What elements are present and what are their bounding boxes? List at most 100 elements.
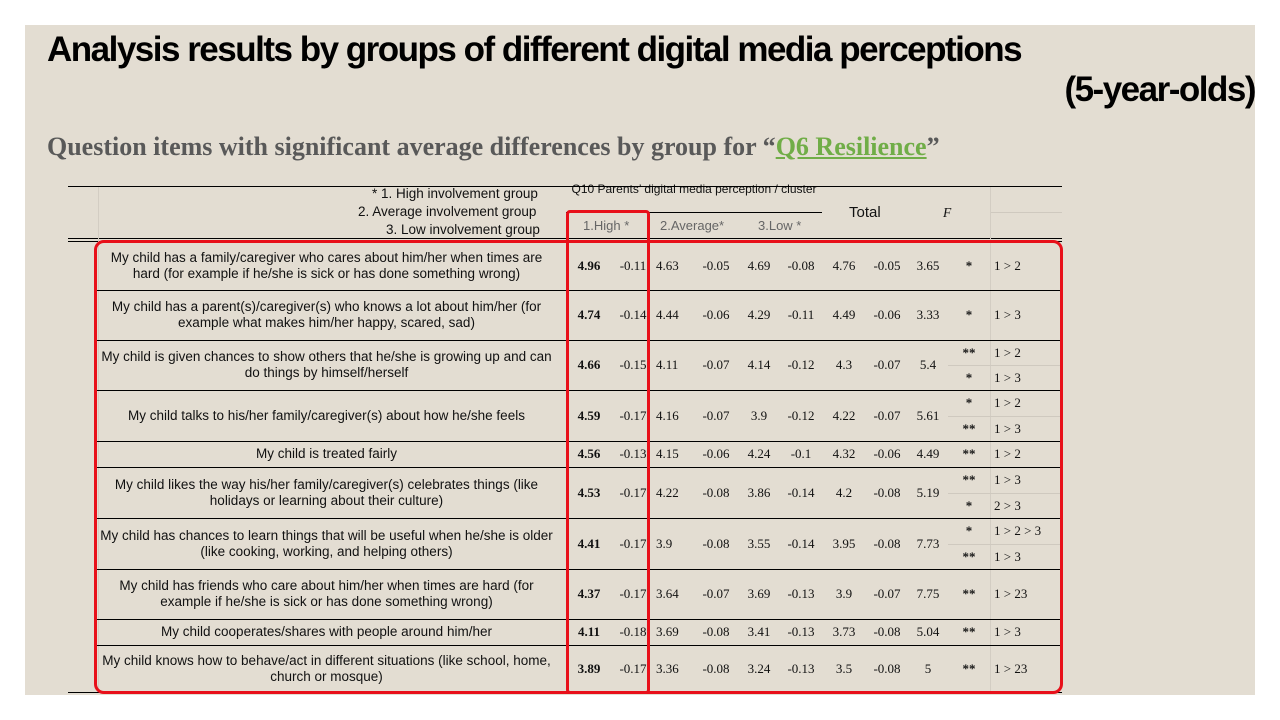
cell-total: 3.95 xyxy=(832,535,856,551)
posthoc-comparison: 1 > 3 xyxy=(994,472,1021,487)
q6-resilience-link[interactable]: Q6 Resilience xyxy=(775,132,927,161)
cell-avg: 4.22 xyxy=(656,484,679,500)
cell-low-z: -0.12 xyxy=(787,407,815,423)
cell-total-z: -0.08 xyxy=(873,624,901,639)
cell-avg: 3.9 xyxy=(656,535,673,551)
posthoc-comparison: 1 > 3 xyxy=(994,624,1021,639)
group-legend-3: 3. Low involvement group xyxy=(386,222,540,237)
row-divider xyxy=(96,569,1062,570)
question-text: My child is given chances to show others… xyxy=(101,349,552,380)
cell-total: 3.73 xyxy=(832,624,856,639)
row-divider xyxy=(96,390,1062,391)
header-divider-sig xyxy=(990,212,1062,213)
cell-high-z: -0.17 xyxy=(619,407,647,423)
posthoc-comparison: 1 > 2 xyxy=(994,395,1021,410)
cell-avg-z: -0.08 xyxy=(702,535,730,551)
cell-high: 4.59 xyxy=(577,407,601,423)
cell-avg-z: -0.07 xyxy=(702,357,730,372)
cell-total: 4.32 xyxy=(832,446,856,461)
significance-stars: * xyxy=(965,523,973,538)
significance-stars: * xyxy=(965,369,973,385)
cell-low: 4.14 xyxy=(747,357,771,372)
cell-high: 4.53 xyxy=(577,484,601,500)
cell-total: 4.76 xyxy=(832,258,856,273)
group-legend-2: 2. Average involvement group xyxy=(358,204,537,219)
posthoc-comparison: 1 > 2 xyxy=(994,258,1021,273)
cell-f: 3.33 xyxy=(916,307,940,322)
cell-avg: 4.16 xyxy=(656,407,679,423)
posthoc-comparison: 1 > 2 > 3 xyxy=(994,523,1042,538)
group-header-high: 1.High * xyxy=(583,218,630,233)
cell-high: 4.66 xyxy=(577,357,601,372)
cell-f: 5.61 xyxy=(916,407,940,423)
cell-total-z: -0.07 xyxy=(873,357,901,372)
cell-avg-z: -0.05 xyxy=(702,258,730,273)
cell-low: 4.69 xyxy=(747,258,771,273)
column-divider-sig xyxy=(990,187,991,692)
cell-low: 3.9 xyxy=(750,407,768,423)
cell-high: 4.56 xyxy=(577,446,601,461)
highlight-high-column-box xyxy=(566,210,650,694)
slide-subtitle: Question items with significant average … xyxy=(47,132,940,162)
question-text: My child has chances to learn things tha… xyxy=(100,527,553,559)
perception-rule xyxy=(566,212,822,213)
row-divider xyxy=(96,619,1062,620)
cell-avg: 4.44 xyxy=(656,307,679,322)
significance-divider xyxy=(948,416,1062,417)
f-header: F xyxy=(943,205,952,220)
cell-low-z: -0.13 xyxy=(787,660,815,676)
cell-low-z: -0.11 xyxy=(787,307,815,322)
cell-total-z: -0.08 xyxy=(873,535,901,551)
cell-total: 4.49 xyxy=(832,307,856,322)
cell-f: 5.4 xyxy=(919,357,937,372)
posthoc-comparison: 1 > 3 xyxy=(994,307,1021,322)
question-text: My child likes the way his/her family/ca… xyxy=(114,476,539,508)
cell-high-z: -0.18 xyxy=(619,624,647,639)
cell-high: 3.89 xyxy=(577,660,601,676)
row-divider xyxy=(96,518,1062,519)
cell-f: 5 xyxy=(924,660,932,676)
cell-low: 3.86 xyxy=(747,484,771,500)
cell-high-z: -0.17 xyxy=(619,586,647,601)
cell-low: 3.24 xyxy=(747,660,771,676)
cell-total-z: -0.07 xyxy=(873,407,901,423)
cell-high-z: -0.13 xyxy=(619,446,647,461)
significance-divider xyxy=(948,365,1062,366)
table-top-rule xyxy=(68,186,1062,187)
cell-low-z: -0.08 xyxy=(787,258,815,273)
question-text: My child is treated fairly xyxy=(255,446,398,461)
subtitle-suffix: ” xyxy=(926,132,940,161)
cell-high: 4.11 xyxy=(577,624,601,639)
significance-stars: ** xyxy=(962,660,976,676)
cell-low: 3.69 xyxy=(747,586,771,601)
cell-total-z: -0.07 xyxy=(873,586,901,601)
cell-avg-z: -0.08 xyxy=(702,484,730,500)
cell-avg: 3.64 xyxy=(656,586,679,601)
cell-avg-z: -0.08 xyxy=(702,624,730,639)
significance-stars: * xyxy=(965,395,973,410)
cell-total-z: -0.08 xyxy=(873,484,901,500)
cell-high-z: -0.17 xyxy=(619,535,647,551)
question-text: My child has friends who care about him/… xyxy=(119,578,534,609)
group-header-average: 2.Average* xyxy=(660,218,725,233)
group-header-low: 3.Low * xyxy=(758,218,802,233)
posthoc-comparison: 1 > 2 xyxy=(994,446,1021,461)
posthoc-comparison: 1 > 3 xyxy=(994,421,1021,436)
cell-avg: 3.36 xyxy=(656,660,679,676)
cell-high-z: -0.17 xyxy=(619,660,647,676)
group-legend-1: * 1. High involvement group xyxy=(372,186,538,201)
significance-stars: * xyxy=(965,307,973,322)
significance-divider xyxy=(948,544,1062,545)
slide-title: Analysis results by groups of different … xyxy=(47,30,1023,69)
significance-stars: ** xyxy=(962,421,976,436)
cell-avg-z: -0.08 xyxy=(702,660,730,676)
posthoc-comparison: 1 > 23 xyxy=(994,586,1028,601)
question-text: My child has a family/caregiver who care… xyxy=(110,250,543,281)
cell-high-z: -0.11 xyxy=(619,258,647,273)
posthoc-comparison: 1 > 3 xyxy=(994,549,1021,564)
cell-avg: 4.63 xyxy=(656,258,679,273)
cell-high-z: -0.17 xyxy=(619,484,647,500)
cell-f: 5.04 xyxy=(916,624,940,639)
cell-total: 4.3 xyxy=(835,357,853,372)
posthoc-comparison: 1 > 3 xyxy=(994,369,1021,385)
